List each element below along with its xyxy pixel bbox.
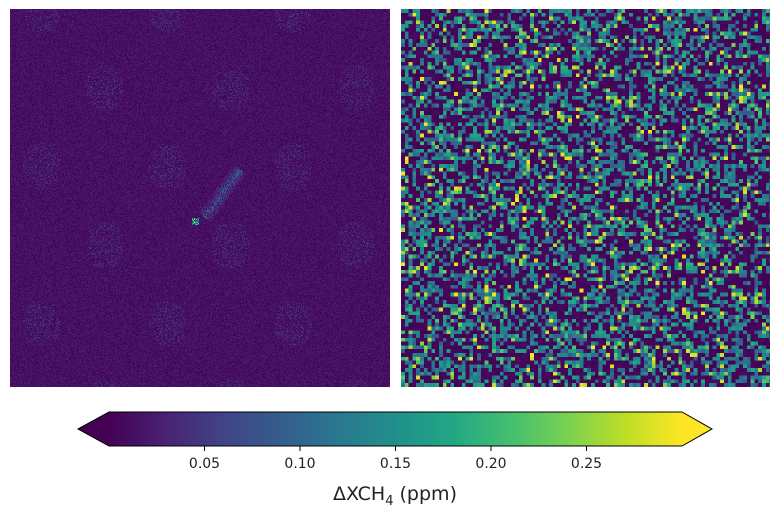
colorbar-tick-label: 0.25 <box>571 456 602 472</box>
colorbar-outline <box>76 411 714 447</box>
heatmap-right <box>401 9 770 387</box>
colorbar-tick-label: 0.15 <box>380 456 411 472</box>
colorbar-extend-high <box>682 412 712 446</box>
colorbar-ticks: 0.05 0.10 0.15 0.20 0.25 <box>189 446 602 472</box>
colorbar-extend-low <box>78 412 109 446</box>
colorbar-tick-label: 0.10 <box>284 456 315 472</box>
colorbar-tick-label: 0.20 <box>475 456 506 472</box>
colorbar-gradient <box>109 412 682 446</box>
heatmap-left <box>10 9 390 387</box>
colorbar-tick-label: 0.05 <box>189 456 220 472</box>
colorbar-label: ΔXCH4 (ppm) <box>333 483 457 509</box>
